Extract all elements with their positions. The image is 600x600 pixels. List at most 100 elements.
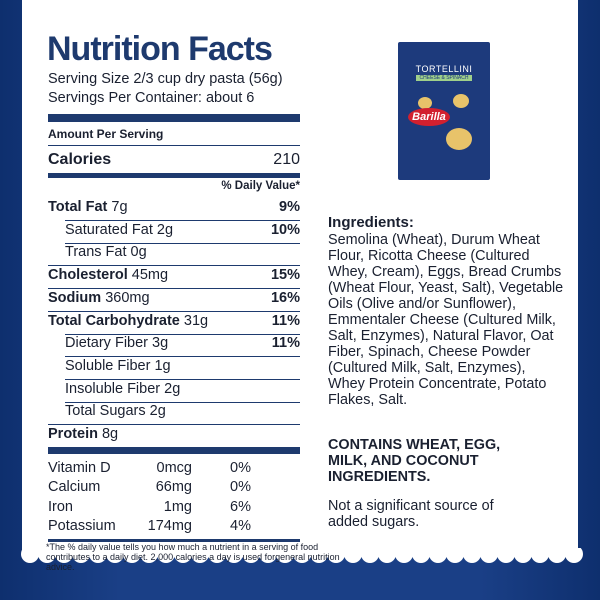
nutrient-amount: 2g [156, 221, 174, 238]
nutrient-row: Insoluble Fiber 2g [65, 381, 180, 397]
scallop [480, 548, 498, 563]
nutrient-dv: 11% [271, 312, 300, 329]
nutrient-amount: 2g [149, 403, 166, 420]
scallop [514, 548, 532, 563]
nutrient-row: Total Fat 7g [48, 199, 128, 215]
nutrient-row: Protein 8g [48, 426, 118, 442]
scallop [497, 548, 515, 563]
divider [65, 220, 300, 221]
scallop [463, 548, 481, 563]
divider [65, 242, 300, 244]
scallop [21, 548, 39, 563]
scallop [225, 548, 243, 563]
divider [48, 446, 300, 454]
package-flavor: CHEESE & SPINACH [416, 75, 472, 81]
serving-size: Serving Size 2/3 cup dry pasta (56g) [48, 71, 283, 87]
nutrient-row: Dietary Fiber 3g [65, 335, 168, 351]
divider [48, 145, 300, 146]
scallop [191, 548, 209, 563]
nutrient-amount: 1g [154, 357, 171, 374]
nutrient-name: Protein [48, 426, 98, 442]
nutrient-row: Trans Fat 0g [65, 244, 147, 260]
scallop [106, 548, 124, 563]
nutrient-amount: 2g [164, 380, 181, 397]
divider [65, 401, 300, 403]
divider [48, 173, 300, 178]
nutrient-amount: 360mg [105, 289, 150, 306]
nutrient-amount: 7g [111, 199, 128, 215]
scallop [531, 548, 549, 563]
nutrient-row: Saturated Fat 2g [65, 222, 173, 238]
nutrient-dv: 11% [271, 335, 300, 352]
vitamin-dv: 0% [230, 479, 251, 496]
scallop [378, 548, 396, 563]
allergens: CONTAINS WHEAT, EGG, MILK, AND COCONUT I… [328, 437, 501, 485]
scallop [293, 548, 311, 563]
nutrient-dv: 15% [270, 267, 300, 284]
vitamin-name: Vitamin D [48, 459, 111, 476]
scallop [242, 548, 260, 563]
vitamin-dv: 4% [230, 518, 251, 535]
ingredients-text: Semolina (Wheat), Durum Wheat Flour, Ric… [328, 232, 564, 408]
nutrient-dv: 16% [270, 289, 300, 306]
vitamin-name: Potassium [48, 518, 116, 535]
nutrient-row: Total Sugars 2g [65, 403, 166, 419]
scallop [55, 548, 73, 563]
calories-label: Calories [48, 151, 112, 168]
nutrient-name: Trans Fat [65, 244, 127, 261]
calories-value: 210 [273, 151, 300, 168]
package: TORTELLINI CHEESE & SPINACH Barilla [398, 42, 490, 180]
footnote: *The % daily value tells you how much a … [46, 542, 340, 572]
nutrient-amount: 8g [101, 426, 119, 442]
vitamin-amount: 1mg [163, 498, 192, 515]
vitamin-amount: 0mcg [156, 459, 192, 476]
sugar-note: Not a significant source of added sugars… [328, 498, 494, 530]
daily-value-header: % Daily Value* [221, 180, 300, 192]
vitamin-amount: 66mg [155, 479, 192, 496]
scallop [412, 548, 430, 563]
scallop [276, 548, 294, 563]
nutrient-row: Soluble Fiber 1g [65, 358, 171, 374]
divider [48, 114, 300, 122]
nutrient-row: Cholesterol 45mg [48, 267, 168, 283]
pasta-image [453, 94, 469, 108]
scallop [565, 548, 583, 563]
package-product: TORTELLINI [415, 64, 473, 74]
vitamin-name: Calcium [48, 479, 101, 496]
package-brand: Barilla [408, 108, 450, 126]
nutrient-name: Insoluble Fiber [65, 380, 161, 397]
scallop [208, 548, 226, 563]
scallop [446, 548, 464, 563]
vitamin-dv: 0% [230, 459, 251, 476]
scallop [395, 548, 413, 563]
divider [65, 378, 300, 380]
nutrient-name: Total Fat [48, 199, 108, 215]
scallop [72, 548, 90, 563]
divider [48, 288, 300, 290]
scallop [123, 548, 141, 563]
nutrient-dv: 9% [279, 199, 300, 215]
vitamin-name: Iron [48, 498, 73, 515]
divider [48, 310, 300, 312]
nutrient-name: Soluble Fiber [65, 357, 151, 374]
divider [65, 333, 300, 335]
pasta-image [418, 97, 432, 109]
divider [65, 356, 300, 358]
nutrient-name: Dietary Fiber [65, 335, 148, 352]
scallop [327, 548, 345, 563]
pasta-image [446, 128, 472, 150]
vitamin-dv: 6% [230, 498, 251, 515]
ingredients-heading: Ingredients: [328, 214, 414, 231]
scallop [310, 548, 328, 563]
nutrient-amount: 0g [130, 244, 147, 261]
scallop [140, 548, 158, 563]
scallop [157, 548, 175, 563]
nutrient-name: Total Carbohydrate [48, 312, 180, 329]
scallop [259, 548, 277, 563]
divider [48, 538, 300, 542]
scallop [174, 548, 192, 563]
scallop [344, 548, 362, 563]
scallop [548, 548, 566, 563]
divider [48, 265, 300, 267]
